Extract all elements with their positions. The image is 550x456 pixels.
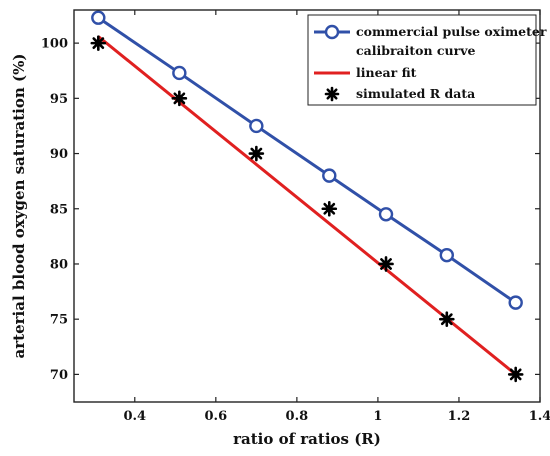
y-tick-label: 80	[50, 257, 68, 272]
y-tick-label: 75	[50, 313, 68, 328]
data-point	[90, 35, 107, 51]
x-tick-label: 1.2	[448, 409, 471, 424]
series-0	[91, 10, 523, 310]
data-point	[322, 168, 337, 183]
legend-box	[307, 14, 537, 106]
legend-label: commercial pulse oximeter	[356, 24, 547, 39]
data-point	[378, 256, 394, 272]
x-axis-label: ratio of ratios (R)	[233, 430, 381, 448]
data-point	[378, 207, 394, 222]
data-point	[171, 90, 188, 107]
data-point	[439, 247, 454, 263]
legend-marker	[324, 24, 340, 40]
legend-item: commercial pulse oximeter calibraiton cur…	[314, 24, 547, 58]
y-tick-label: 70	[50, 368, 68, 383]
legend-label: linear fit	[356, 65, 417, 80]
data-point	[172, 65, 187, 81]
data-point	[248, 145, 265, 162]
data-point	[507, 366, 524, 383]
legend-item: simulated R data	[324, 86, 475, 102]
legend-item: linear fit	[314, 65, 417, 80]
y-tick-label: 100	[41, 37, 68, 52]
data-point	[249, 118, 264, 134]
data-point	[508, 295, 523, 310]
series-layer	[90, 10, 524, 383]
x-tick-label: 0.6	[205, 409, 228, 424]
legend-marker	[324, 86, 340, 102]
y-tick-label: 85	[50, 202, 68, 217]
y-axis-label: arterial blood oxygen saturation (%)	[10, 54, 28, 359]
series-2	[90, 35, 524, 383]
x-tick-label: 1	[373, 409, 382, 424]
x-tick-label: 1.4	[529, 409, 550, 424]
y-tick-label: 90	[50, 147, 68, 162]
legend: commercial pulse oximeter calibraiton cur…	[307, 14, 547, 106]
legend-label: simulated R data	[356, 86, 475, 101]
y-tick-label: 95	[50, 92, 68, 107]
tick-layer: 0.4 0.6 0.8 1 1.2 1.4 70 75 80 85 90 95 100	[41, 10, 550, 424]
x-tick-label: 0.8	[286, 409, 309, 424]
data-point	[321, 200, 338, 217]
legend-label: calibraiton curve	[356, 43, 475, 58]
data-point	[91, 10, 106, 25]
data-point	[438, 311, 455, 327]
plot-frame	[73, 9, 541, 403]
x-tick-label: 0.4	[123, 409, 146, 424]
